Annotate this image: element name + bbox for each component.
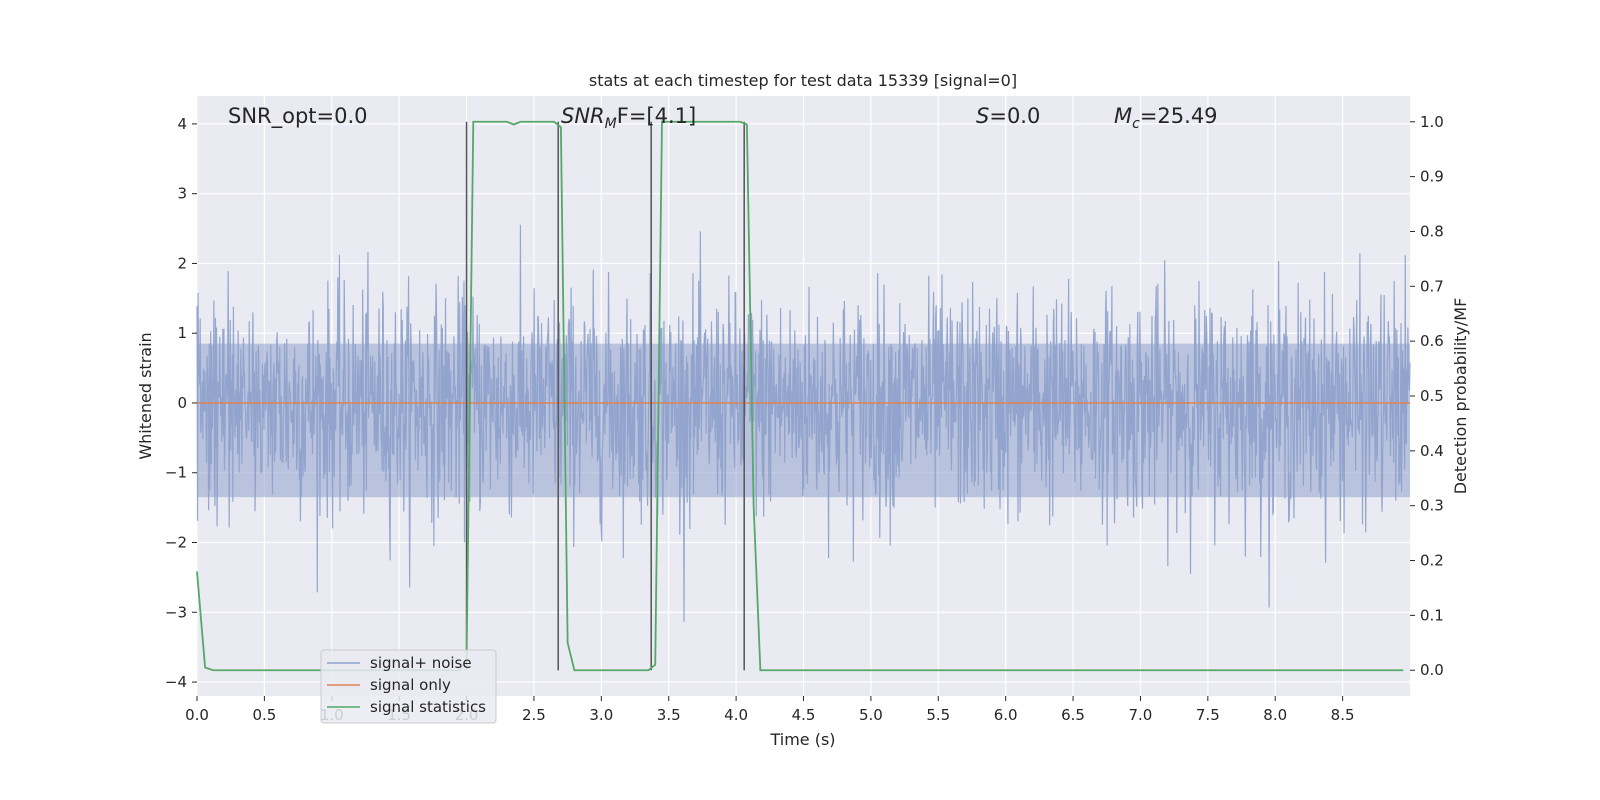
y2-tick-label: 0.9 (1420, 168, 1444, 186)
y2-tick-label: 0.5 (1420, 387, 1444, 405)
y-tick-label: −2 (165, 534, 187, 552)
annotation-snr-mf: SNRMF=[4.1] (561, 104, 696, 132)
y-axis-left: 4 3 2 1 0 −1 −2 −3 −4 (165, 115, 197, 691)
x-tick-label: 2.5 (522, 706, 546, 724)
x-tick-label: 6.0 (994, 706, 1018, 724)
y2-tick-label: 0.1 (1420, 606, 1444, 624)
legend-label-signal-statistics: signal statistics (370, 698, 486, 716)
legend-label-signal-plus-noise: signal+ noise (370, 654, 472, 672)
annotation-snr-mf-rest: F=[4.1] (617, 104, 696, 128)
x-tick-label: 8.5 (1331, 706, 1355, 724)
x-tick-label: 5.0 (859, 706, 883, 724)
x-tick-label: 5.5 (926, 706, 950, 724)
annotation-s-var: S (976, 104, 989, 128)
annotation-mc-var: M (1114, 104, 1132, 128)
x-tick-label: 3.0 (589, 706, 613, 724)
annotations: SNR_opt=0.0 SNRMF=[4.1] S=0.0 Mc=25.49 (228, 104, 1218, 132)
y-tick-label: −4 (165, 673, 187, 691)
y2-tick-label: 0.3 (1420, 497, 1444, 515)
y-tick-label: 4 (177, 115, 187, 133)
legend-box (320, 649, 497, 724)
annotation-mc-sub: c (1132, 116, 1140, 132)
legend-label-signal-only: signal only (370, 676, 451, 694)
annotation-s-rest: =0.0 (989, 104, 1040, 128)
series-signal-plus-noise (196, 224, 1411, 622)
y2-tick-label: 1.0 (1420, 113, 1444, 131)
y-tick-label: −1 (165, 464, 187, 482)
x-tick-label: 4.5 (792, 706, 816, 724)
legend: signal+ noise signal only signal statist… (320, 649, 497, 724)
y-tick-label: −3 (165, 603, 187, 621)
x-tick-label: 0.5 (252, 706, 276, 724)
x-tick-label: 6.5 (1061, 706, 1085, 724)
y2-axis-label: Detection probability/MF (1451, 298, 1470, 495)
y-tick-label: 3 (177, 185, 187, 203)
annotation-snr-mf-sub: M (605, 116, 617, 132)
y2-tick-label: 0.0 (1420, 661, 1444, 679)
y-tick-label: 0 (177, 394, 187, 412)
y-axis-right: 1.0 0.9 0.8 0.7 0.6 0.5 0.4 0.3 0.2 0.1 0.0 (1410, 113, 1444, 679)
x-tick-label: 7.0 (1129, 706, 1153, 724)
x-tick-label: 7.5 (1196, 706, 1220, 724)
x-tick-label: 8.0 (1263, 706, 1287, 724)
x-tick-label: 4.0 (724, 706, 748, 724)
x-tick-label: 3.5 (657, 706, 681, 724)
y2-tick-label: 0.4 (1420, 442, 1444, 460)
annotation-snr-mf-base: SNR (561, 104, 605, 128)
noise-band (197, 343, 1410, 498)
annotation-mc-rest: =25.49 (1140, 104, 1218, 128)
y-tick-label: 1 (177, 324, 187, 342)
annotation-mc: Mc=25.49 (1114, 104, 1218, 132)
x-axis-label: Time (s) (769, 730, 835, 749)
y2-tick-label: 0.2 (1420, 552, 1444, 570)
x-tick-label: 0.0 (185, 706, 209, 724)
y2-tick-label: 0.6 (1420, 332, 1444, 350)
y2-tick-label: 0.8 (1420, 222, 1444, 240)
annotation-s: S=0.0 (976, 104, 1040, 128)
annotation-snr-opt: SNR_opt=0.0 (228, 104, 368, 129)
chart-title: stats at each timestep for test data 153… (589, 71, 1017, 90)
y-axis-label: Whitened strain (136, 332, 155, 459)
y-tick-label: 2 (177, 254, 187, 272)
y2-tick-label: 0.7 (1420, 277, 1444, 295)
